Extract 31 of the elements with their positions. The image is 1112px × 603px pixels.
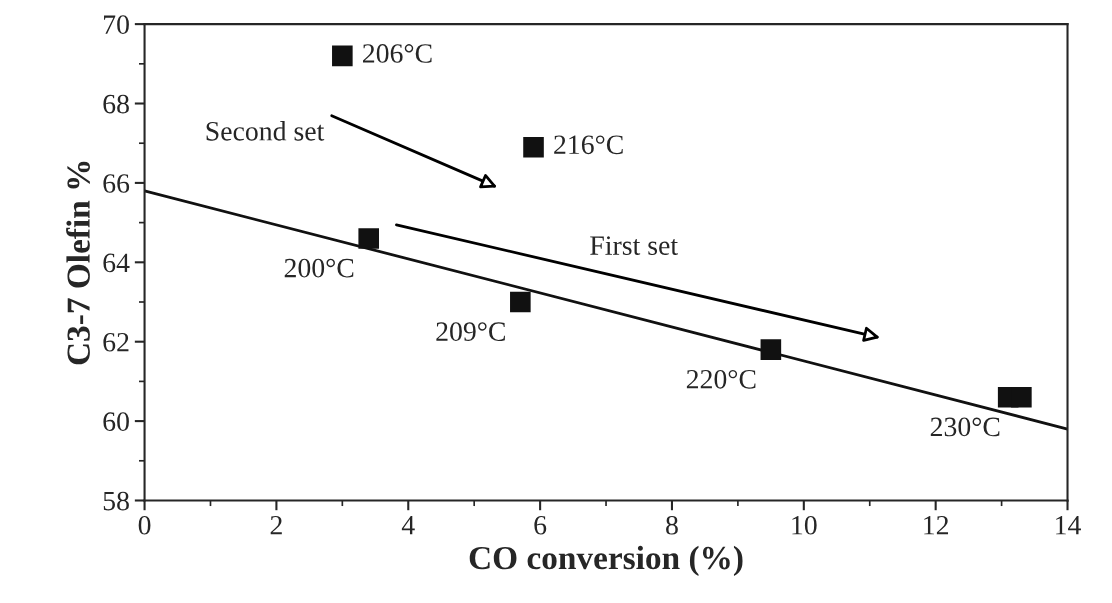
y-tick-label: 64 [103, 253, 130, 273]
point [510, 291, 531, 313]
y-tick-label: 62 [103, 332, 129, 352]
x-tick-label: 2 [270, 515, 282, 535]
annotation: 216°C [554, 135, 623, 155]
annotation: Second set [206, 121, 325, 141]
x-tick-label: 14 [1056, 516, 1081, 535]
annotation: 206°C [363, 44, 432, 63]
annotation: 220°C [686, 369, 756, 389]
y-tick-label: 68 [103, 94, 129, 114]
y-tick-label: 70 [104, 15, 129, 35]
annotation: 200°C [284, 258, 354, 278]
x-tick-label: 6 [534, 515, 547, 535]
annotation: 230°C [930, 417, 1000, 437]
point [760, 339, 782, 360]
y-axis-title: C3-7 Olefin % [66, 161, 90, 365]
annotation: First set [590, 236, 678, 255]
x-tick-label: 4 [401, 516, 415, 535]
annotation: 209°C [436, 322, 505, 341]
point [332, 45, 353, 67]
x-tick-label: 0 [138, 515, 151, 535]
y-tick-label: 58 [103, 491, 129, 511]
point [358, 228, 380, 249]
point [1011, 386, 1032, 408]
x-tick-label: 12 [924, 515, 949, 535]
x-tick-label: 10 [792, 515, 817, 535]
y-tick-label: 60 [103, 412, 129, 432]
x-axis-title: CO conversion (%) [469, 545, 743, 577]
x-tick-label: 8 [666, 515, 678, 535]
y-tick-label: 66 [103, 174, 130, 193]
point [523, 136, 544, 158]
